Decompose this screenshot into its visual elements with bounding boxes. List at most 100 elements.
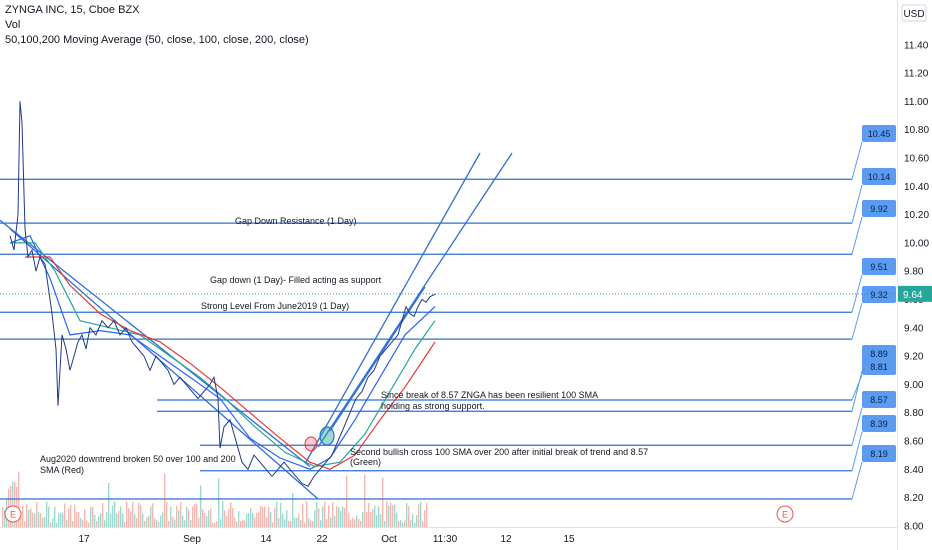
volume-bar <box>26 503 28 527</box>
volume-bar <box>300 520 302 527</box>
volume-bar <box>340 510 342 527</box>
volume-bar <box>66 519 68 527</box>
volume-bar <box>334 516 336 527</box>
ma50-line <box>9 235 436 470</box>
volume-bar <box>74 504 76 527</box>
volume-bar <box>350 519 352 527</box>
volume-bar <box>312 520 314 527</box>
volume-bar <box>214 522 216 527</box>
volume-bar <box>330 517 332 527</box>
volume-bar <box>188 509 190 527</box>
volume-bar <box>98 516 100 527</box>
volume-bar <box>36 501 38 527</box>
volume-bar <box>50 522 52 527</box>
volume-bar <box>68 508 70 527</box>
volume-bar <box>86 520 88 527</box>
annotation-text: Aug2020 downtrend broken 50 over 100 and… <box>40 454 236 464</box>
volume-bars <box>2 471 428 527</box>
volume-bar <box>388 505 390 527</box>
volume-bar <box>238 511 240 527</box>
volume-bar <box>126 501 128 527</box>
volume-bar <box>360 520 362 527</box>
volume-bar <box>154 518 156 527</box>
volume-bar <box>42 517 44 527</box>
volume-bar <box>422 521 424 527</box>
level-label: 10.45 <box>868 129 891 139</box>
annotation-text: Since break of 8.57 ZNGA has been resili… <box>381 390 598 400</box>
volume-bar <box>390 502 392 527</box>
volume-bar <box>332 502 334 527</box>
volume-bar <box>142 513 144 527</box>
volume-bar <box>170 507 172 527</box>
price-series <box>9 101 437 487</box>
volume-bar <box>100 513 102 527</box>
callout-leader <box>851 302 863 340</box>
volume-bar <box>224 510 226 527</box>
volume-bar <box>218 478 220 527</box>
volume-bar <box>286 510 288 527</box>
time-axis[interactable]: 17 Sep 14 22 Oct 11:30 12 15 <box>78 534 575 545</box>
level-callout <box>862 168 896 185</box>
cross-marker <box>304 436 318 452</box>
annotation-text: Strong Level From June2019 (1 Day) <box>201 301 349 311</box>
annotation-text: holding as strong support. <box>381 401 485 411</box>
level-callout <box>862 391 896 408</box>
volume-bar <box>106 512 108 527</box>
volume-bar <box>40 513 42 527</box>
price-tick-label: 10.80 <box>904 125 929 136</box>
level-callout <box>862 286 896 303</box>
volume-bar <box>306 501 308 527</box>
volume-bar <box>310 520 312 527</box>
price-tick-label: 11.20 <box>904 69 929 80</box>
price-tick-label: 8.40 <box>904 465 924 476</box>
volume-bar <box>78 512 80 527</box>
volume-bar <box>210 508 212 527</box>
earnings-label: E <box>782 510 788 520</box>
volume-bar <box>52 518 54 527</box>
currency-label[interactable]: USD <box>901 4 927 22</box>
moving-average-legend[interactable]: 50,100,200 Moving Average (50, close, 10… <box>5 34 309 46</box>
volume-bar <box>424 510 426 527</box>
volume-bar <box>108 482 110 527</box>
volume-bar <box>48 506 50 527</box>
annotation-text: Gap Down Resistance (1 Day) <box>235 216 357 226</box>
volume-bar <box>82 519 84 527</box>
volume-bar <box>226 516 228 527</box>
volume-bar <box>168 521 170 527</box>
volume-bar <box>96 521 98 527</box>
volume-bar <box>152 503 154 527</box>
volume-bar <box>378 506 380 527</box>
price-tick-label: 9.40 <box>904 323 924 334</box>
symbol-title[interactable]: ZYNGA INC, 15, Cboe BZX <box>5 4 140 16</box>
volume-bar <box>206 516 208 527</box>
volume-bar <box>358 519 360 527</box>
volume-bar <box>290 521 292 527</box>
volume-bar <box>138 503 140 527</box>
level-callout <box>862 415 896 432</box>
volume-bar <box>212 522 214 527</box>
volume-bar <box>44 517 46 527</box>
level-label: 8.57 <box>870 395 888 405</box>
volume-bar <box>150 506 152 527</box>
callout-leader <box>851 141 863 180</box>
volume-bar <box>294 517 296 527</box>
price-tick-label: 11.00 <box>904 97 929 108</box>
volume-bar <box>348 512 350 527</box>
volume-bar <box>184 520 186 527</box>
volume-bar <box>160 515 162 527</box>
cross-marker <box>319 426 335 446</box>
volume-bar <box>354 519 356 527</box>
level-label: 8.81 <box>870 362 888 372</box>
trend-line <box>329 286 426 432</box>
price-axis[interactable]: 11.40 11.20 11.00 10.80 10.60 10.40 10.20 10.00… <box>0 40 932 532</box>
volume-bar <box>194 503 196 527</box>
volume-legend[interactable]: Vol <box>5 19 21 31</box>
level-callout <box>862 258 896 275</box>
volume-bar <box>196 503 198 527</box>
volume-bar <box>308 518 310 527</box>
price-tick-label: 10.00 <box>904 238 929 249</box>
volume-bar <box>64 503 66 527</box>
volume-bar <box>38 512 40 527</box>
volume-bar <box>426 502 428 527</box>
